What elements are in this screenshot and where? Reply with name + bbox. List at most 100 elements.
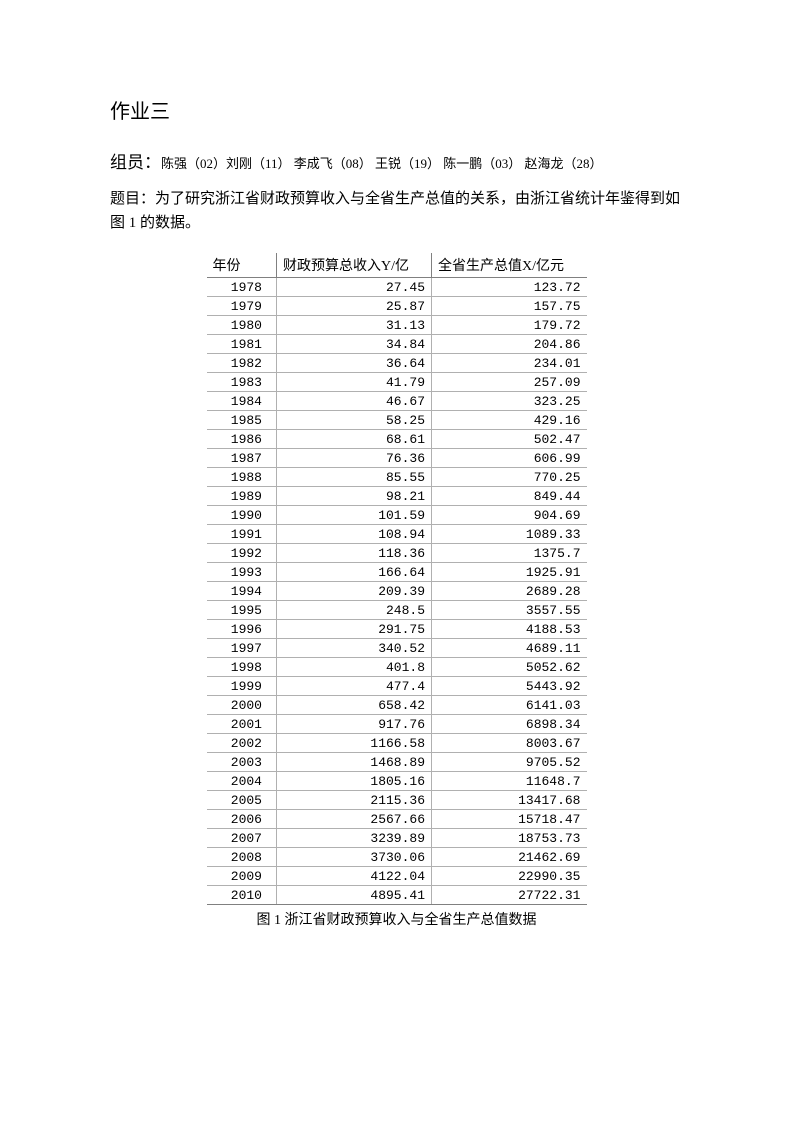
cell-x: 179.72 (432, 316, 587, 335)
cell-x: 5443.92 (432, 677, 587, 696)
cell-y: 166.64 (277, 563, 432, 582)
cell-x: 502.47 (432, 430, 587, 449)
table-row: 20052115.3613417.68 (207, 791, 587, 810)
cell-y: 58.25 (277, 411, 432, 430)
cell-y: 34.84 (277, 335, 432, 354)
cell-y: 2115.36 (277, 791, 432, 810)
table-row: 1991108.941089.33 (207, 525, 587, 544)
table-row: 198998.21849.44 (207, 487, 587, 506)
cell-year: 1982 (207, 354, 277, 373)
cell-year: 1990 (207, 506, 277, 525)
cell-year: 1992 (207, 544, 277, 563)
cell-x: 606.99 (432, 449, 587, 468)
cell-year: 2008 (207, 848, 277, 867)
cell-y: 68.61 (277, 430, 432, 449)
cell-year: 1986 (207, 430, 277, 449)
cell-x: 21462.69 (432, 848, 587, 867)
cell-year: 2010 (207, 886, 277, 905)
cell-y: 658.42 (277, 696, 432, 715)
cell-y: 31.13 (277, 316, 432, 335)
cell-y: 36.64 (277, 354, 432, 373)
cell-y: 248.5 (277, 601, 432, 620)
cell-year: 2006 (207, 810, 277, 829)
table-row: 198558.25429.16 (207, 411, 587, 430)
cell-year: 1996 (207, 620, 277, 639)
cell-y: 340.52 (277, 639, 432, 658)
cell-x: 257.09 (432, 373, 587, 392)
table-row: 1992118.361375.7 (207, 544, 587, 563)
col-header-year: 年份 (207, 253, 277, 278)
table-row: 20041805.1611648.7 (207, 772, 587, 791)
cell-year: 2001 (207, 715, 277, 734)
cell-y: 41.79 (277, 373, 432, 392)
cell-x: 4188.53 (432, 620, 587, 639)
table-row: 198776.36606.99 (207, 449, 587, 468)
cell-x: 1089.33 (432, 525, 587, 544)
page-title: 作业三 (110, 95, 683, 124)
cell-year: 2004 (207, 772, 277, 791)
table-row: 198236.64234.01 (207, 354, 587, 373)
cell-y: 401.8 (277, 658, 432, 677)
cell-y: 1468.89 (277, 753, 432, 772)
cell-year: 1979 (207, 297, 277, 316)
table-row: 1998401.85052.62 (207, 658, 587, 677)
cell-y: 477.4 (277, 677, 432, 696)
cell-y: 101.59 (277, 506, 432, 525)
cell-y: 1166.58 (277, 734, 432, 753)
table-row: 20031468.899705.52 (207, 753, 587, 772)
cell-y: 2567.66 (277, 810, 432, 829)
col-header-y: 财政预算总收入Y/亿 (277, 253, 432, 278)
cell-year: 1983 (207, 373, 277, 392)
cell-x: 6141.03 (432, 696, 587, 715)
cell-x: 3557.55 (432, 601, 587, 620)
cell-x: 18753.73 (432, 829, 587, 848)
table-row: 1990101.59904.69 (207, 506, 587, 525)
cell-year: 1997 (207, 639, 277, 658)
table-row: 1994209.392689.28 (207, 582, 587, 601)
table-row: 197827.45123.72 (207, 278, 587, 297)
cell-x: 5052.62 (432, 658, 587, 677)
cell-year: 1999 (207, 677, 277, 696)
cell-year: 2007 (207, 829, 277, 848)
cell-y: 209.39 (277, 582, 432, 601)
cell-x: 157.75 (432, 297, 587, 316)
cell-x: 27722.31 (432, 886, 587, 905)
table-row: 198668.61502.47 (207, 430, 587, 449)
members-label: 组员： (110, 153, 161, 172)
cell-x: 15718.47 (432, 810, 587, 829)
cell-y: 108.94 (277, 525, 432, 544)
table-caption: 图 1 浙江省财政预算收入与全省生产总值数据 (110, 909, 683, 929)
cell-y: 98.21 (277, 487, 432, 506)
members-line: 组员：陈强（02）刘刚（11） 李成飞（08） 王锐（19） 陈一鹏（03） 赵… (110, 148, 683, 173)
cell-x: 6898.34 (432, 715, 587, 734)
cell-x: 429.16 (432, 411, 587, 430)
table-row: 20094122.0422990.35 (207, 867, 587, 886)
table-row: 20083730.0621462.69 (207, 848, 587, 867)
cell-x: 1375.7 (432, 544, 587, 563)
cell-year: 1991 (207, 525, 277, 544)
cell-year: 1984 (207, 392, 277, 411)
data-table: 年份 财政预算总收入Y/亿 全省生产总值X/亿元 197827.45123.72… (207, 253, 587, 905)
cell-year: 1978 (207, 278, 277, 297)
cell-x: 9705.52 (432, 753, 587, 772)
cell-x: 4689.11 (432, 639, 587, 658)
cell-year: 1998 (207, 658, 277, 677)
table-row: 198031.13179.72 (207, 316, 587, 335)
cell-x: 204.86 (432, 335, 587, 354)
cell-x: 13417.68 (432, 791, 587, 810)
cell-year: 2009 (207, 867, 277, 886)
table-row: 1999477.45443.92 (207, 677, 587, 696)
cell-y: 291.75 (277, 620, 432, 639)
cell-y: 1805.16 (277, 772, 432, 791)
members-text: 陈强（02）刘刚（11） 李成飞（08） 王锐（19） 陈一鹏（03） 赵海龙（… (161, 156, 603, 171)
table-row: 20104895.4127722.31 (207, 886, 587, 905)
cell-x: 22990.35 (432, 867, 587, 886)
cell-year: 1981 (207, 335, 277, 354)
table-row: 20062567.6615718.47 (207, 810, 587, 829)
table-row: 198134.84204.86 (207, 335, 587, 354)
cell-y: 4895.41 (277, 886, 432, 905)
cell-y: 46.67 (277, 392, 432, 411)
cell-x: 234.01 (432, 354, 587, 373)
cell-year: 1988 (207, 468, 277, 487)
table-row: 1996291.754188.53 (207, 620, 587, 639)
